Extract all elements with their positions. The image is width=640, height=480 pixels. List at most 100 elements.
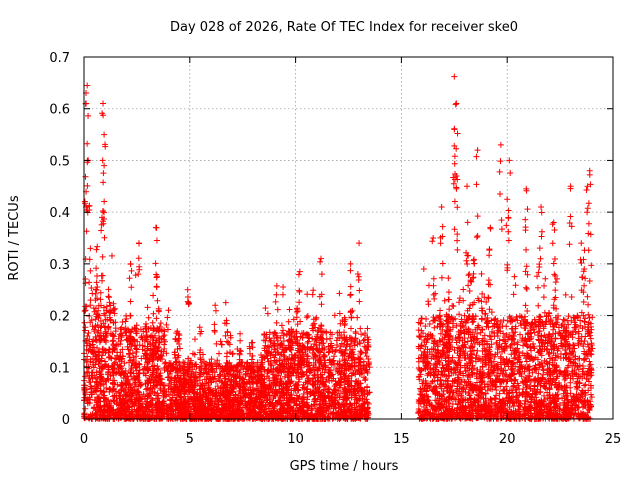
data-point <box>88 369 95 376</box>
data-point <box>92 323 99 330</box>
data-point <box>97 324 104 331</box>
data-point <box>94 412 101 419</box>
data-point <box>106 294 113 301</box>
data-point <box>92 305 99 312</box>
data-point <box>138 333 145 340</box>
data-point <box>119 369 126 376</box>
data-point <box>108 252 115 259</box>
data-point <box>147 373 154 380</box>
data-point <box>165 307 172 314</box>
data-point <box>100 389 107 396</box>
data-point <box>94 243 101 250</box>
data-point <box>105 366 112 373</box>
data-point <box>148 395 155 402</box>
data-point <box>127 357 134 364</box>
data-point <box>87 358 94 365</box>
data-point <box>90 364 97 371</box>
data-point <box>160 333 167 340</box>
data-point <box>106 400 113 407</box>
data-point <box>96 408 103 415</box>
data-point <box>112 319 119 326</box>
data-point <box>130 356 137 363</box>
data-point <box>85 363 92 370</box>
data-point <box>93 265 100 272</box>
data-point <box>107 302 114 309</box>
data-point <box>93 246 100 253</box>
data-point <box>82 327 89 334</box>
data-point <box>93 279 100 286</box>
data-point <box>155 373 162 380</box>
data-point <box>95 349 102 356</box>
data-point <box>109 380 116 387</box>
data-point <box>161 332 168 339</box>
data-point <box>109 363 116 370</box>
data-point <box>91 308 98 315</box>
data-point <box>94 284 101 291</box>
data-point <box>142 404 149 411</box>
data-point <box>106 346 113 353</box>
data-point <box>81 308 88 315</box>
data-point <box>125 376 132 383</box>
data-point <box>93 273 100 280</box>
data-point <box>157 320 164 327</box>
data-point <box>111 345 118 352</box>
data-point <box>104 415 111 422</box>
data-point <box>129 401 136 408</box>
data-point <box>98 371 105 378</box>
data-point <box>93 337 100 344</box>
data-point <box>102 396 109 403</box>
data-point <box>149 388 156 395</box>
data-point <box>107 372 114 379</box>
data-point <box>160 398 167 405</box>
data-point <box>89 338 96 345</box>
data-point <box>101 392 108 399</box>
data-point <box>95 302 102 309</box>
data-point <box>137 381 144 388</box>
data-point <box>87 319 94 326</box>
data-point <box>150 342 157 349</box>
data-point <box>103 303 110 310</box>
data-point <box>85 375 92 382</box>
data-point <box>93 388 100 395</box>
data-point <box>136 367 143 374</box>
data-point <box>155 365 162 372</box>
data-point <box>93 383 100 390</box>
data-point <box>83 303 90 310</box>
data-point <box>94 344 101 351</box>
data-point <box>98 374 105 381</box>
data-point <box>82 373 89 380</box>
data-point <box>106 353 113 360</box>
data-point <box>163 350 170 357</box>
data-point <box>92 290 99 297</box>
data-point <box>99 364 106 371</box>
data-point <box>84 400 91 407</box>
data-point <box>105 354 112 361</box>
data-point <box>89 355 96 362</box>
data-point <box>156 323 163 330</box>
data-point <box>106 299 113 306</box>
data-point <box>92 336 99 343</box>
data-point <box>109 393 116 400</box>
data-point <box>105 293 112 300</box>
data-point <box>101 336 108 343</box>
data-point <box>102 316 109 323</box>
data-point <box>101 403 108 410</box>
data-point <box>148 402 155 409</box>
data-point <box>131 362 138 369</box>
data-point <box>96 367 103 374</box>
data-point <box>85 329 92 336</box>
data-point <box>98 357 105 364</box>
data-point <box>112 325 119 332</box>
data-point <box>148 332 155 339</box>
data-point <box>110 342 117 349</box>
data-point <box>122 368 129 375</box>
data-point <box>160 382 167 389</box>
data-point <box>92 361 99 368</box>
chart-title: Day 028 of 2026, Rate Of TEC Index for r… <box>170 20 518 35</box>
data-point <box>140 370 147 377</box>
data-point <box>95 395 102 402</box>
data-point <box>164 314 171 321</box>
data-point <box>92 357 99 364</box>
data-point <box>82 405 89 412</box>
